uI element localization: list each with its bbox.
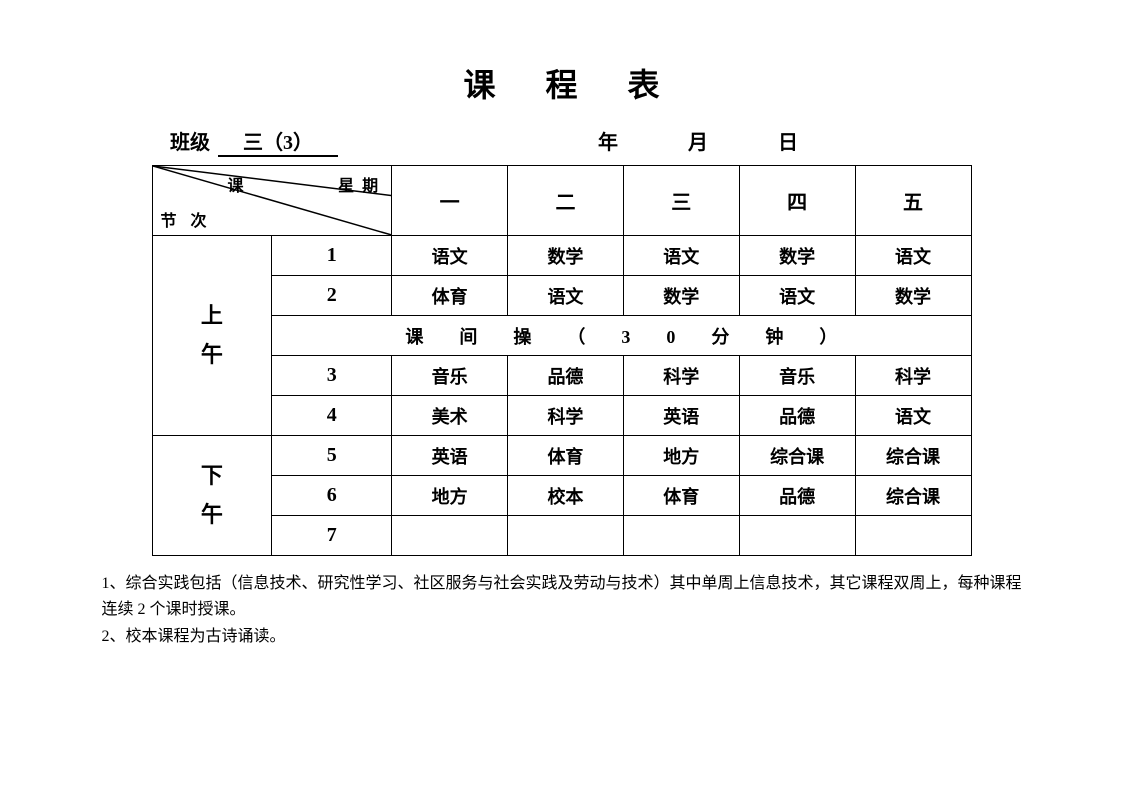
note-2: 2、校本课程为古诗诵读。 <box>102 624 1022 650</box>
diagonal-header-cell: 课 星期 节次 <box>152 166 392 236</box>
day-label: 日 <box>778 132 798 154</box>
cell: 品德 <box>508 356 624 396</box>
period-7: 7 <box>272 516 392 556</box>
session-morning: 上 午 <box>152 236 272 436</box>
cell: 数学 <box>623 276 739 316</box>
break-cell: 课间操（30分钟） <box>272 316 971 356</box>
cell: 校本 <box>508 476 624 516</box>
cell: 品德 <box>739 476 855 516</box>
cell: 语文 <box>508 276 624 316</box>
session-afternoon-char1: 下 <box>201 463 223 489</box>
diag-label-course: 课 <box>228 172 244 196</box>
date-section: 年 月 日 <box>598 126 863 155</box>
day-header-4: 四 <box>739 166 855 236</box>
month-label: 月 <box>688 132 708 154</box>
cell: 综合课 <box>855 476 971 516</box>
cell: 数学 <box>855 276 971 316</box>
table-row: 下 午 5 英语 体育 地方 综合课 综合课 <box>152 436 971 476</box>
cell <box>508 516 624 556</box>
cell: 数学 <box>508 236 624 276</box>
diag-label-weekday: 星期 <box>338 172 386 196</box>
cell <box>739 516 855 556</box>
diag-label-period: 节次 <box>161 207 221 231</box>
session-afternoon: 下 午 <box>152 436 272 556</box>
cell: 语文 <box>739 276 855 316</box>
cell: 科学 <box>623 356 739 396</box>
cell: 地方 <box>623 436 739 476</box>
cell: 英语 <box>623 396 739 436</box>
break-row: 课间操（30分钟） <box>152 316 971 356</box>
notes-section: 1、综合实践包括（信息技术、研究性学习、社区服务与社会实践及劳动与技术）其中单周… <box>102 571 1022 650</box>
class-label: 班级 <box>170 126 210 155</box>
cell: 美术 <box>392 396 508 436</box>
day-header-1: 一 <box>392 166 508 236</box>
cell: 品德 <box>739 396 855 436</box>
cell <box>855 516 971 556</box>
period-2: 2 <box>272 276 392 316</box>
cell: 综合课 <box>855 436 971 476</box>
table-row: 4 美术 科学 英语 品德 语文 <box>152 396 971 436</box>
cell: 数学 <box>739 236 855 276</box>
table-row: 上 午 1 语文 数学 语文 数学 语文 <box>152 236 971 276</box>
table-row: 7 <box>152 516 971 556</box>
cell: 体育 <box>623 476 739 516</box>
table-row: 3 音乐 品德 科学 音乐 科学 <box>152 356 971 396</box>
day-header-5: 五 <box>855 166 971 236</box>
table-row: 2 体育 语文 数学 语文 数学 <box>152 276 971 316</box>
year-label: 年 <box>598 132 618 154</box>
period-1: 1 <box>272 236 392 276</box>
period-6: 6 <box>272 476 392 516</box>
cell: 科学 <box>855 356 971 396</box>
header-row: 班级 三（3） 年 月 日 <box>100 126 1023 157</box>
cell: 语文 <box>623 236 739 276</box>
cell: 体育 <box>508 436 624 476</box>
cell: 地方 <box>392 476 508 516</box>
header-row-days: 课 星期 节次 一 二 三 四 五 <box>152 166 971 236</box>
cell: 音乐 <box>392 356 508 396</box>
session-morning-char1: 上 <box>201 303 223 329</box>
cell: 语文 <box>392 236 508 276</box>
day-header-3: 三 <box>623 166 739 236</box>
cell: 英语 <box>392 436 508 476</box>
period-3: 3 <box>272 356 392 396</box>
cell: 语文 <box>855 396 971 436</box>
session-morning-char2: 午 <box>201 342 223 368</box>
cell: 体育 <box>392 276 508 316</box>
cell: 音乐 <box>739 356 855 396</box>
cell <box>623 516 739 556</box>
class-value: 三（3） <box>218 126 338 157</box>
period-4: 4 <box>272 396 392 436</box>
page-title: 课程表 <box>100 60 1023 106</box>
day-header-2: 二 <box>508 166 624 236</box>
cell: 综合课 <box>739 436 855 476</box>
cell: 语文 <box>855 236 971 276</box>
session-afternoon-char2: 午 <box>201 502 223 528</box>
table-row: 6 地方 校本 体育 品德 综合课 <box>152 476 971 516</box>
cell <box>392 516 508 556</box>
period-5: 5 <box>272 436 392 476</box>
cell: 科学 <box>508 396 624 436</box>
note-1: 1、综合实践包括（信息技术、研究性学习、社区服务与社会实践及劳动与技术）其中单周… <box>102 571 1022 622</box>
timetable: 课 星期 节次 一 二 三 四 五 上 午 1 语文 数学 语文 数学 语文 2… <box>152 165 972 556</box>
